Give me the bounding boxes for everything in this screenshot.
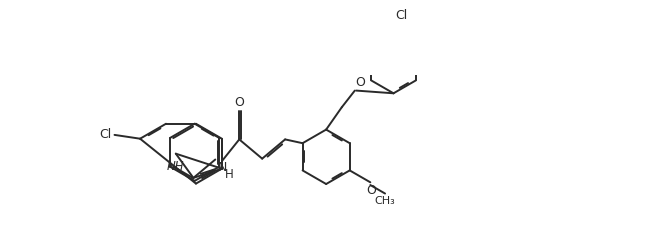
- Text: NH: NH: [167, 160, 185, 173]
- Text: Cl: Cl: [100, 128, 112, 141]
- Text: CH₃: CH₃: [375, 196, 395, 206]
- Text: O: O: [355, 76, 365, 89]
- Text: N: N: [218, 161, 227, 174]
- Text: H: H: [225, 168, 234, 181]
- Text: Cl: Cl: [395, 8, 407, 21]
- Text: O: O: [366, 184, 376, 197]
- Text: O: O: [234, 96, 244, 109]
